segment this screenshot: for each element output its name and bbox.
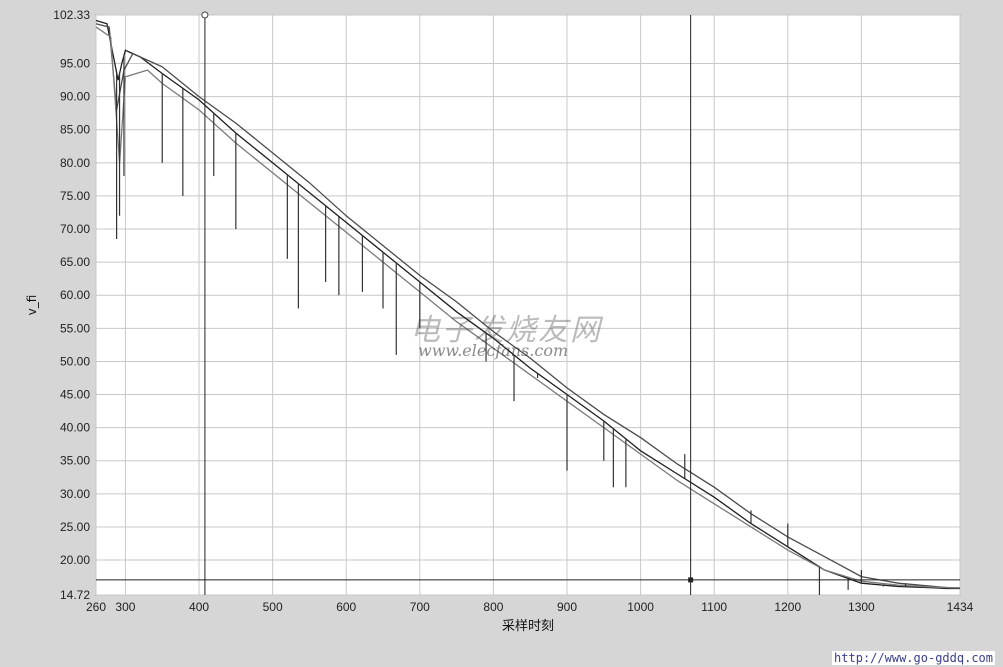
x-axis-label: 采样时刻 xyxy=(502,619,554,634)
y-tick-label-1: 20.00 xyxy=(60,553,90,567)
x-tick-label-8: 1000 xyxy=(627,600,654,614)
x-tick-label-12: 1434 xyxy=(947,600,974,614)
x-tick-label-9: 1100 xyxy=(701,600,727,614)
y-tick-label-16: 95.00 xyxy=(60,57,90,71)
x-tick-label-1: 300 xyxy=(115,600,135,614)
y-tick-label-6: 45.00 xyxy=(60,388,90,402)
y-tick-label-17: 102.33 xyxy=(53,8,90,22)
x-tick-label-11: 1300 xyxy=(848,600,875,614)
y-tick-label-2: 25.00 xyxy=(60,520,90,534)
watermark-cn: 电子发烧友网 xyxy=(410,313,602,348)
y-tick-label-3: 30.00 xyxy=(60,487,90,501)
y-tick-label-11: 70.00 xyxy=(60,222,90,236)
x-tick-label-5: 700 xyxy=(410,600,430,614)
y-tick-label-9: 60.00 xyxy=(60,288,90,302)
watermark-url: www.elecfans.com xyxy=(418,341,569,360)
cursor-handle-1 xyxy=(688,577,694,583)
y-tick-label-4: 35.00 xyxy=(60,454,90,468)
x-tick-label-3: 500 xyxy=(263,600,283,614)
y-tick-label-13: 80.00 xyxy=(60,156,90,170)
plot-area xyxy=(95,14,961,596)
x-tick-label-6: 800 xyxy=(483,600,503,614)
source-url[interactable]: http://www.go-gddq.com xyxy=(832,651,995,665)
series-line-2 xyxy=(95,26,961,589)
x-tick-label-2: 400 xyxy=(189,600,209,614)
y-tick-label-14: 85.00 xyxy=(60,123,90,137)
x-tick-label-7: 900 xyxy=(557,600,577,614)
y-tick-label-5: 40.00 xyxy=(60,421,90,435)
x-tick-label-4: 600 xyxy=(336,600,356,614)
series-line-1 xyxy=(95,23,960,589)
y-tick-label-8: 55.00 xyxy=(60,321,90,335)
y-tick-label-0: 14.72 xyxy=(60,588,90,602)
cursor-handle-0 xyxy=(201,11,209,19)
y-axis-label: v_fi xyxy=(25,295,39,316)
y-tick-label-12: 75.00 xyxy=(60,189,90,203)
x-tick-label-10: 1200 xyxy=(774,600,801,614)
x-tick-label-0: 260 xyxy=(86,600,106,614)
y-tick-label-15: 90.00 xyxy=(60,90,90,104)
y-tick-label-7: 50.00 xyxy=(60,354,90,368)
y-tick-label-10: 65.00 xyxy=(60,255,90,269)
